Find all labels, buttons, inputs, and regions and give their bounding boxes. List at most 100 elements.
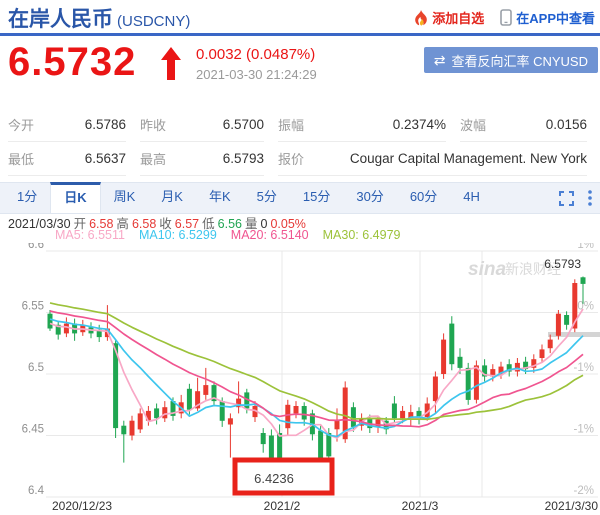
- flat-price-marker: [548, 332, 600, 337]
- reverse-rate-label: 查看反向汇率 CNYUSD: [451, 53, 588, 69]
- ma-line-30: [49, 302, 584, 421]
- ohlc-legend-item: 低: [202, 217, 215, 231]
- tab-15分[interactable]: 15分: [302, 189, 331, 204]
- candle: [490, 369, 496, 377]
- ohlc-legend-item: 0: [260, 217, 268, 231]
- low-annotation-value: 6.4236: [254, 471, 294, 486]
- y-tick-right: -2%: [574, 485, 594, 497]
- candle: [186, 388, 192, 410]
- candle: [260, 433, 266, 445]
- tab-30分[interactable]: 30分: [356, 189, 384, 204]
- y-tick-left: 6.55: [22, 301, 44, 313]
- candle: [293, 406, 299, 414]
- quote-stats-table: 今开 6.5786 昨收 6.5700 振幅 0.2374% 波幅 0.0156 最低 6.563…: [0, 108, 600, 176]
- y-tick-left: 6.5: [28, 362, 44, 374]
- ohlc-legend-item: 高: [116, 217, 129, 231]
- stat-label: 振幅: [278, 118, 305, 133]
- ohlc-legend-item: 6.57: [174, 217, 200, 231]
- ohlc-legend: 2021/03/30 开 6.58 高 6.58 收 6.57 低 6.56 量 0 0.05%: [8, 213, 309, 232]
- candle: [145, 410, 151, 421]
- candle: [350, 407, 356, 427]
- low-annotation-box: [232, 457, 335, 496]
- stat-value: Cougar Capital Management. New York: [349, 151, 587, 166]
- phone-icon: [500, 9, 513, 26]
- ma-legend-item: MA5: 6.5511: [55, 228, 125, 242]
- low-annotation: 6.4236: [232, 457, 335, 496]
- tab-月K[interactable]: 月K: [161, 189, 183, 204]
- candle: [285, 404, 291, 429]
- candle: [572, 283, 578, 329]
- y-tick-left: 6.6: [28, 243, 44, 251]
- more-options-icon[interactable]: [588, 190, 592, 206]
- tab-60分[interactable]: 60分: [409, 189, 438, 204]
- tab-日K[interactable]: 日K: [50, 182, 101, 213]
- candle: [301, 406, 307, 420]
- stat-label: 报价: [278, 152, 305, 167]
- watermark-brand: sina: [468, 259, 506, 280]
- tab-1分[interactable]: 1分: [17, 189, 38, 204]
- add-watchlist-label: 添加自选: [432, 11, 485, 26]
- ma-legend-item: MA20: 6.5140: [230, 228, 309, 242]
- ohlc-legend-item: 收: [159, 217, 172, 231]
- tab-4H[interactable]: 4H: [463, 189, 480, 204]
- x-tick-label: 2021/3: [402, 499, 439, 513]
- candle: [449, 323, 455, 365]
- ohlc-legend-item: 开: [73, 217, 87, 231]
- y-tick-right: -1%: [574, 424, 594, 436]
- ma-legend: MA5: 6.5511 MA10: 6.5299 MA20: 6.5140 MA30:…: [55, 228, 414, 242]
- candle: [219, 401, 225, 421]
- stat-label: 昨收: [140, 118, 167, 133]
- candle: [227, 418, 233, 425]
- ma-legend-item: MA10: 6.5299: [138, 228, 217, 242]
- page-header: 在岸人民币 (USDCNY) 添加自选 在APP中查看: [0, 0, 600, 33]
- price-up-arrow-icon: [161, 47, 181, 80]
- reverse-rate-button[interactable]: ⇄ 查看反向汇率 CNYUSD: [423, 47, 598, 73]
- instrument-symbol: (USDCNY): [117, 13, 191, 30]
- candle: [326, 433, 332, 457]
- candle: [113, 343, 119, 429]
- candle: [506, 364, 512, 372]
- candle: [121, 425, 127, 435]
- header-links: 添加自选 在APP中查看: [414, 8, 595, 27]
- header-divider: [0, 33, 600, 36]
- stat-value: 0.0156: [545, 117, 587, 132]
- stat-cell-昨收: 昨收 6.5700: [140, 108, 264, 142]
- view-in-app-label: 在APP中查看: [516, 11, 595, 26]
- candle: [203, 385, 209, 395]
- tab-周K[interactable]: 周K: [113, 189, 136, 204]
- stat-value: 0.2374%: [392, 117, 446, 132]
- tab-5分[interactable]: 5分: [256, 189, 277, 204]
- fullscreen-icon[interactable]: [559, 190, 574, 206]
- candle: [137, 413, 143, 430]
- page-title: 在岸人民币 (USDCNY): [8, 3, 190, 33]
- candlestick-chart[interactable]: 6.6 1%6.55 0%6.5 -1%6.45 -1%6.4 -2%sina新浪财经6.…: [0, 243, 600, 515]
- candle: [391, 403, 397, 419]
- candle: [523, 361, 529, 370]
- current-price: 6.5732: [8, 40, 137, 84]
- view-in-app-link[interactable]: 在APP中查看: [500, 8, 595, 27]
- ma-legend-item: MA30: 6.4979: [322, 228, 401, 242]
- tab-年K[interactable]: 年K: [208, 189, 231, 204]
- candle: [252, 406, 258, 418]
- candle: [408, 412, 414, 420]
- add-watchlist-link[interactable]: 添加自选: [414, 8, 484, 27]
- y-tick-right: -1%: [574, 362, 594, 374]
- stat-value: 6.5637: [84, 151, 126, 166]
- candle: [539, 349, 545, 358]
- candle: [268, 435, 274, 463]
- stat-cell-波幅: 波幅 0.0156: [460, 108, 587, 142]
- candle: [195, 391, 201, 409]
- stat-label: 最高: [140, 152, 167, 167]
- stat-cell-今开: 今开 6.5786: [8, 108, 126, 142]
- candle: [482, 365, 488, 377]
- candle: [580, 277, 586, 284]
- tab-bar-icons: [559, 183, 592, 213]
- stat-value: 6.5700: [222, 117, 264, 132]
- candle: [498, 366, 504, 374]
- stat-value: 6.5793: [222, 151, 264, 166]
- candle: [170, 401, 176, 416]
- x-tick-label: 2021/3/30: [545, 499, 599, 513]
- candle: [416, 410, 422, 419]
- stat-label: 今开: [8, 118, 35, 133]
- stat-cell-最高: 最高 6.5793: [140, 142, 264, 176]
